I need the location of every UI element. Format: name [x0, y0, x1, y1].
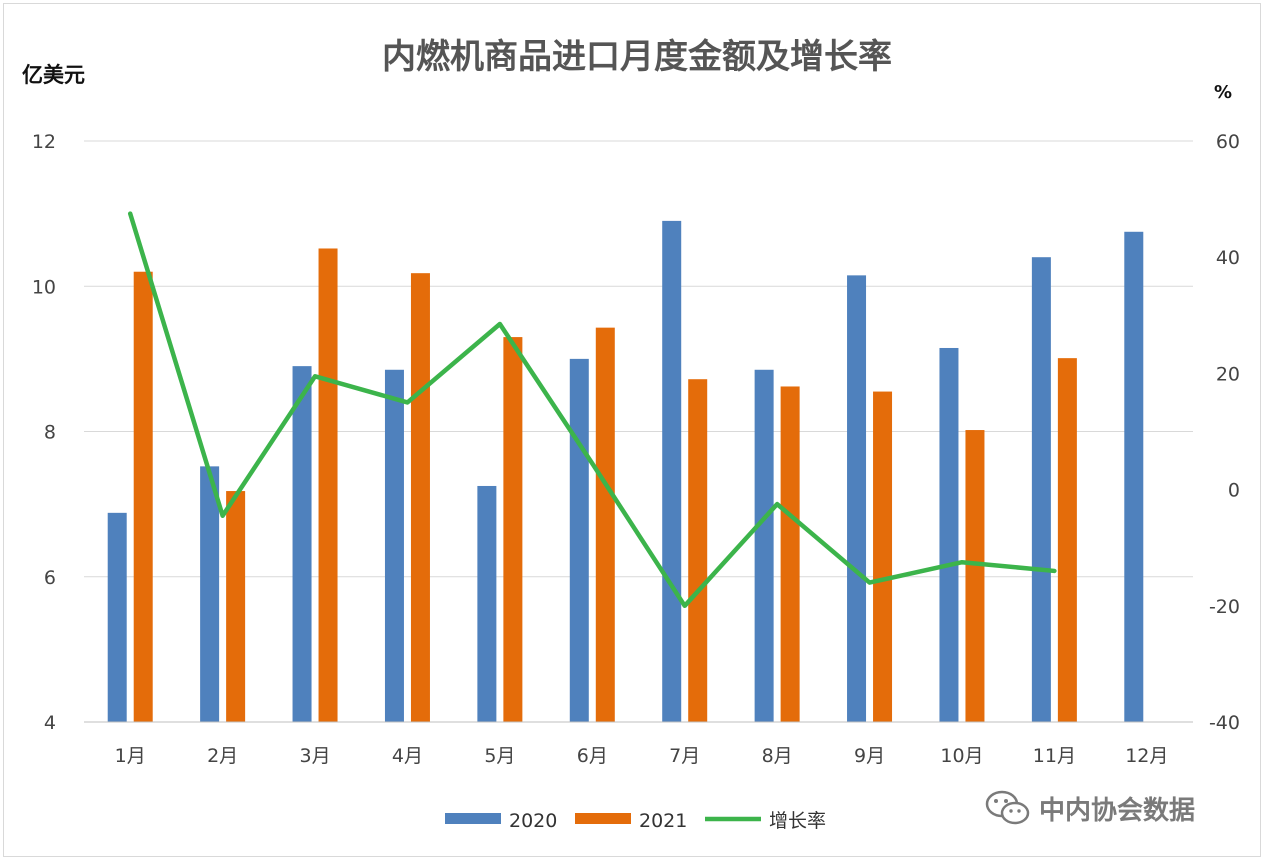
- x-tick-label: 1月: [115, 745, 146, 767]
- legend-label: 2021: [639, 810, 687, 832]
- bar-2020: [477, 485, 497, 722]
- bar-2020: [754, 369, 774, 722]
- bar-2021: [595, 327, 615, 722]
- right-tick-label: 0: [1228, 480, 1240, 502]
- legend-item-2021: 2021: [575, 810, 687, 832]
- x-tick-label: 8月: [762, 745, 793, 767]
- watermark-text: 中内协会数据: [1039, 795, 1196, 826]
- right-tick-label: 60: [1216, 131, 1240, 153]
- bar-2021: [780, 386, 800, 722]
- legend-swatch: [575, 813, 631, 824]
- line-增长率: [127, 211, 1057, 609]
- bar-2020: [939, 347, 959, 722]
- x-tick-label: 3月: [299, 745, 330, 767]
- bar-2021: [226, 491, 246, 722]
- bar-2021: [965, 430, 985, 722]
- bar-2020: [200, 466, 220, 722]
- right-tick-label: 40: [1216, 247, 1240, 269]
- bar-2020: [1031, 257, 1051, 722]
- bar-2020: [107, 512, 127, 722]
- chart-title: 内燃机商品进口月度金额及增长率: [382, 37, 892, 77]
- bar-2021: [1057, 358, 1077, 722]
- x-tick-label: 2月: [207, 745, 238, 767]
- right-axis-label: %: [1214, 82, 1232, 103]
- bar-2020: [384, 369, 404, 722]
- bar-2020: [569, 358, 589, 722]
- bar-2021: [133, 271, 153, 722]
- legend: 2020 2021 增长率: [445, 810, 826, 832]
- left-tick-label: 8: [44, 422, 56, 444]
- x-tick-label: 10月: [940, 745, 983, 767]
- x-tick-label: 4月: [392, 745, 423, 767]
- x-tick-label: 9月: [854, 745, 885, 767]
- bar-2021: [873, 391, 893, 722]
- right-tick-label: -20: [1209, 596, 1240, 618]
- growth-line: [127, 211, 1057, 609]
- x-tick-label: 12月: [1125, 745, 1168, 767]
- bar-2020: [1124, 231, 1144, 722]
- legend-item-增长率: 增长率: [705, 810, 826, 832]
- grid-lines: [84, 140, 1193, 723]
- x-tick-label: 5月: [484, 745, 515, 767]
- axes: 4 6 8 10 12 -40 -20 0 20 40 60 1月 2月 3月 4月 5月 6月 7月 8月 9月 10…: [32, 131, 1240, 767]
- x-tick-label: 7月: [669, 745, 700, 767]
- left-tick-label: 10: [32, 276, 56, 298]
- legend-swatch: [445, 813, 501, 824]
- wechat-icon: [985, 790, 1030, 825]
- right-tick-label: 20: [1216, 363, 1240, 385]
- legend-item-2020: 2020: [445, 810, 557, 832]
- bar-2021: [410, 273, 430, 722]
- left-axis-label: 亿美元: [22, 63, 85, 87]
- bar-2020: [292, 366, 312, 722]
- bar-2020: [662, 220, 682, 722]
- x-tick-label: 11月: [1033, 745, 1076, 767]
- bar-2021: [688, 379, 708, 722]
- watermark: 中内协会数据: [985, 788, 1195, 828]
- bars: [107, 220, 1144, 723]
- left-tick-label: 12: [32, 131, 56, 153]
- legend-label: 2020: [509, 810, 557, 832]
- bar-2021: [503, 337, 523, 722]
- bar-2020: [847, 275, 867, 722]
- x-tick-label: 6月: [577, 745, 608, 767]
- bar-2021: [318, 248, 338, 723]
- right-tick-label: -40: [1209, 712, 1240, 734]
- left-tick-label: 6: [44, 567, 56, 589]
- left-tick-label: 4: [44, 712, 56, 734]
- legend-label: 增长率: [769, 810, 826, 832]
